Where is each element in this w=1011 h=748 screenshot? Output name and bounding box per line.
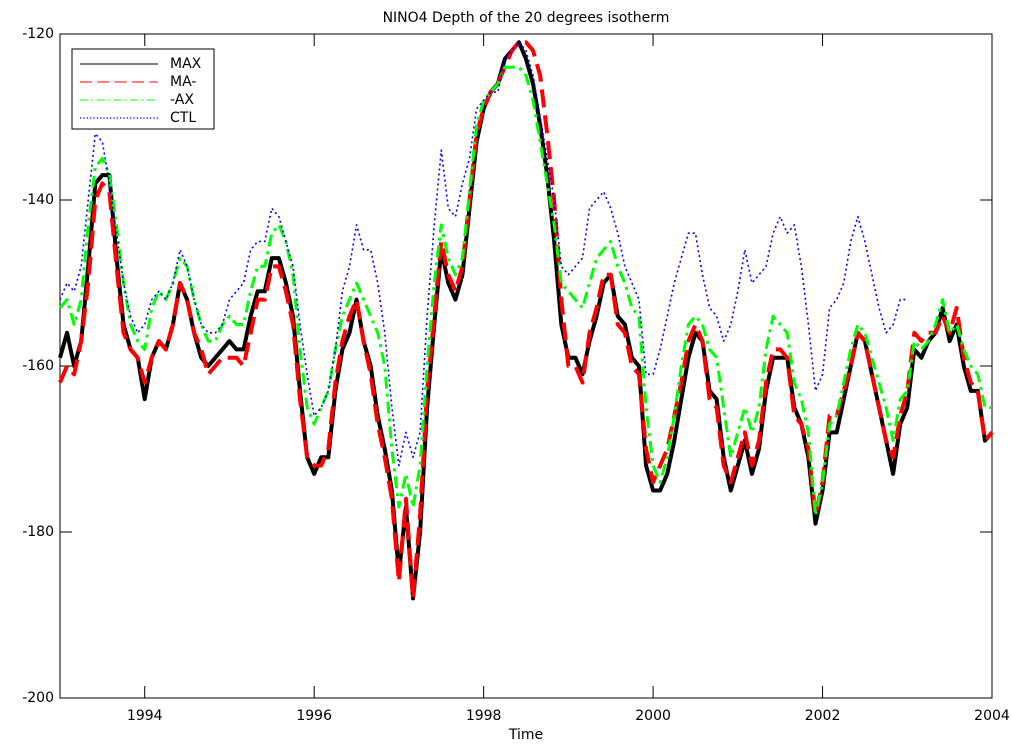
- series-line: [58, 40, 994, 601]
- y-tick-label: -140: [22, 192, 54, 208]
- series-line: [58, 65, 992, 517]
- legend-box: [71, 48, 215, 130]
- x-tick-label: 1994: [127, 708, 163, 724]
- legend-label: MAX: [170, 56, 202, 72]
- y-tick-label: -200: [22, 690, 54, 706]
- x-tick-label: 2000: [635, 708, 671, 724]
- y-tick-label: -120: [22, 26, 54, 42]
- chart-title: NINO4 Depth of the 20 degrees isotherm: [383, 10, 670, 26]
- series-line: [59, 41, 908, 467]
- y-tick-label: -180: [22, 524, 54, 540]
- x-tick-label: 2004: [974, 708, 1010, 724]
- series-line: [58, 40, 994, 601]
- x-tick-label: 2002: [805, 708, 841, 724]
- legend-label: MA-: [170, 74, 196, 90]
- y-tick-label: -160: [22, 358, 54, 374]
- x-tick-label: 1996: [296, 708, 332, 724]
- x-axis-label: Time: [508, 727, 543, 743]
- legend-label: CTL: [170, 110, 196, 126]
- x-tick-label: 1998: [466, 708, 502, 724]
- legend-label: -AX: [170, 92, 194, 108]
